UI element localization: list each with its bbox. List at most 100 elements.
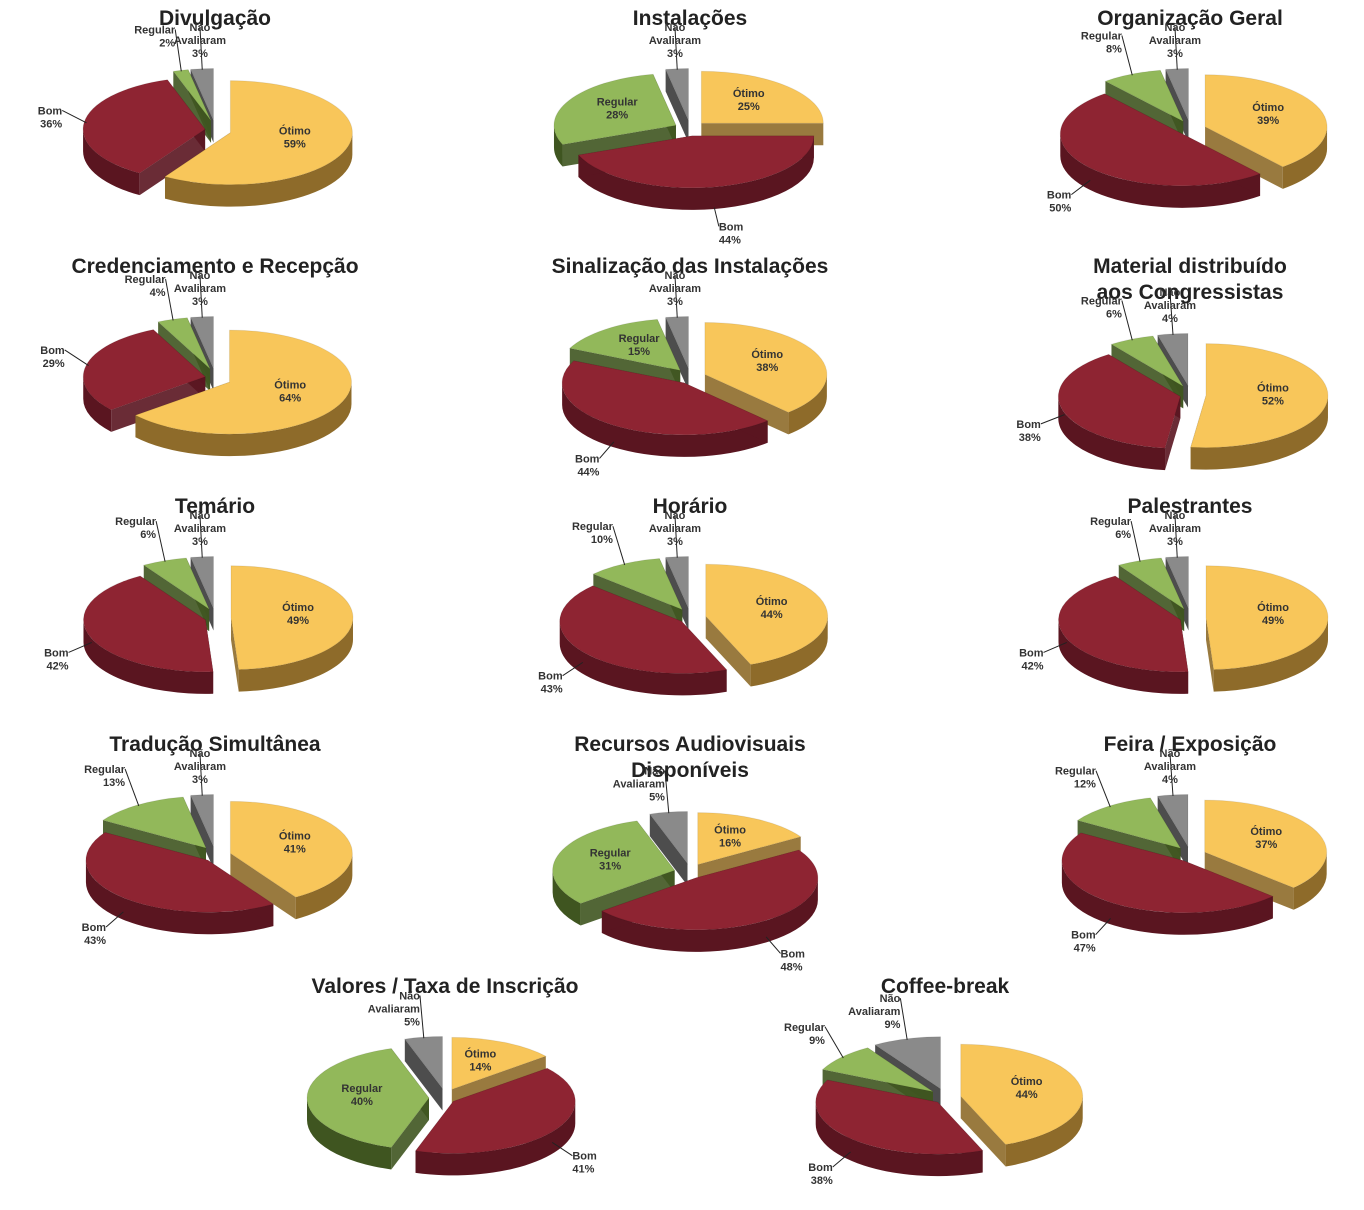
slice-bom	[82, 329, 207, 411]
label-category: Avaliaram	[613, 779, 665, 791]
label-value: 43%	[84, 935, 106, 947]
slice-wall-otimo	[135, 382, 352, 457]
label-value: 38%	[756, 362, 778, 374]
label-category: Regular	[1090, 516, 1132, 528]
label-value: 2%	[159, 37, 175, 49]
chart-title: Feira / Exposição	[965, 732, 1364, 758]
label-category: Avaliaram	[1144, 761, 1196, 773]
label-category: Regular	[115, 516, 157, 528]
label-value: 28%	[606, 110, 628, 122]
chart-title: Material distribuído aos Congressistas	[965, 254, 1364, 306]
label-value: 15%	[628, 346, 650, 358]
label-value: 44%	[719, 234, 741, 246]
label-category: Ótimo	[756, 595, 788, 608]
label-category: Ótimo	[274, 378, 306, 391]
slice-face-bom	[139, 129, 206, 196]
leader-line	[1095, 770, 1111, 808]
leader-line	[174, 29, 182, 72]
label-value: 13%	[103, 777, 125, 789]
chart-title-line: Horário	[652, 495, 728, 518]
pie-chart-6: Material distribuído aos Congressistas Óti…	[965, 250, 1364, 490]
label-category: Ótimo	[1257, 601, 1289, 614]
slice-wall-otimo	[1005, 1096, 1083, 1167]
label-value: 5%	[649, 792, 665, 804]
slice-face-otimo	[230, 853, 296, 920]
label-category: Ótimo	[714, 824, 746, 837]
label-value: 3%	[192, 48, 208, 60]
slice-face-otimo	[705, 616, 751, 687]
leader-line	[124, 768, 140, 807]
leader-line	[64, 349, 89, 366]
label-category: Ótimo	[279, 829, 311, 842]
label-value: 31%	[599, 860, 621, 872]
leader-line	[824, 1026, 844, 1059]
label-category: Avaliaram	[174, 283, 226, 295]
chart-title-line: Material distribuído	[1093, 255, 1287, 278]
label-value: 12%	[1074, 779, 1096, 791]
slice-otimo	[700, 70, 824, 124]
slice-bom	[414, 1067, 576, 1154]
slice-wall-bom	[83, 129, 140, 196]
label-value: 42%	[47, 660, 69, 672]
pie-chart-8: Horário Ótimo 44% Bom 43% Regular 10% Não Avalia…	[465, 490, 915, 730]
label-category: Bom	[38, 105, 63, 117]
label-category: Não	[1165, 510, 1186, 522]
label-category: Avaliaram	[649, 283, 701, 295]
slice-face-nao	[404, 1039, 443, 1111]
label-value: 41%	[284, 843, 306, 855]
label-category: Bom	[1019, 647, 1044, 659]
label-value: 9%	[884, 1019, 900, 1031]
label-category: Bom	[572, 1151, 597, 1163]
slice-bom	[561, 360, 769, 436]
label-value: 8%	[1106, 43, 1122, 55]
chart-title: Sinalização das Instalações	[465, 254, 915, 280]
slice-face-otimo	[960, 1096, 1006, 1167]
chart-title-line: Recursos Audiovisuais	[574, 733, 806, 756]
chart-title: Horário	[465, 494, 915, 520]
label-category: Regular	[572, 521, 614, 533]
slice-face-otimo	[1205, 126, 1283, 189]
pie-chart-10: Tradução Simultânea Ótimo 41% Bom 43% Regular…	[0, 728, 440, 968]
slice-face-otimo	[704, 374, 789, 435]
label-category: Regular	[1081, 30, 1123, 42]
label-category: Bom	[1047, 190, 1072, 202]
pie-chart-2: Instalações Ótimo 25% Bom 44% Regular 28% Não Av…	[465, 2, 915, 246]
leader-line	[155, 521, 166, 562]
chart-title: Temário	[0, 494, 440, 520]
label-category: Avaliaram	[174, 35, 226, 47]
label-category: Bom	[781, 948, 806, 960]
slice-otimo	[705, 563, 829, 666]
label-category: Ótimo	[279, 125, 311, 138]
label-category: Não	[190, 748, 211, 760]
label-value: 4%	[1162, 313, 1178, 325]
label-value: 3%	[192, 774, 208, 786]
slice-regular	[1076, 797, 1182, 850]
slice-regular	[552, 820, 676, 905]
slice-otimo	[697, 812, 802, 866]
label-value: 39%	[1257, 115, 1279, 127]
slice-otimo	[1205, 565, 1329, 671]
leader-line	[61, 110, 87, 124]
label-value: 3%	[1167, 48, 1183, 60]
label-value: 5%	[404, 1017, 420, 1029]
label-value: 3%	[667, 536, 683, 548]
label-value: 44%	[577, 466, 599, 478]
chart-title-line: Divulgação	[158, 7, 272, 30]
label-category: Avaliaram	[368, 1004, 420, 1016]
label-category: Regular	[597, 97, 639, 109]
label-value: 29%	[43, 358, 65, 370]
